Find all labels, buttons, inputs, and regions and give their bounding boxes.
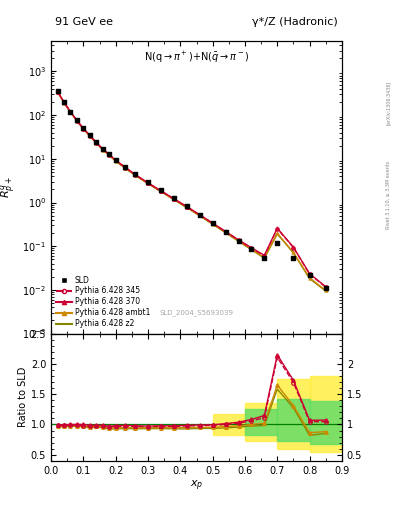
- Bar: [213, 414, 245, 435]
- Point: [323, 284, 329, 292]
- Point: [184, 202, 190, 210]
- Text: γ*/Z (Hadronic): γ*/Z (Hadronic): [252, 16, 338, 27]
- Text: 91 GeV ee: 91 GeV ee: [55, 16, 113, 27]
- Point: [54, 88, 61, 96]
- Point: [290, 253, 297, 262]
- Point: [87, 131, 93, 139]
- Point: [93, 138, 99, 146]
- Point: [132, 170, 138, 178]
- Point: [80, 124, 86, 133]
- Point: [261, 254, 268, 262]
- Bar: [277, 379, 310, 449]
- Point: [171, 194, 177, 202]
- Text: [arXiv:1306.3436]: [arXiv:1306.3436]: [386, 80, 391, 124]
- Point: [235, 237, 242, 245]
- Bar: [310, 376, 342, 452]
- Bar: [245, 409, 277, 435]
- Point: [67, 108, 73, 116]
- X-axis label: $x_p$: $x_p$: [190, 478, 203, 493]
- Point: [248, 245, 255, 253]
- Point: [196, 210, 203, 219]
- Point: [100, 145, 106, 153]
- Point: [209, 219, 216, 227]
- Text: SLD_2004_S5693039: SLD_2004_S5693039: [160, 309, 233, 316]
- Point: [145, 178, 151, 186]
- Point: [122, 163, 129, 171]
- Text: Rivet 3.1.10, ≥ 3.3M events: Rivet 3.1.10, ≥ 3.3M events: [386, 160, 391, 229]
- Point: [307, 271, 313, 279]
- Point: [61, 98, 67, 106]
- Y-axis label: Ratio to SLD: Ratio to SLD: [18, 367, 28, 428]
- Bar: [310, 401, 342, 444]
- Point: [106, 150, 112, 158]
- Point: [112, 156, 119, 164]
- Point: [74, 116, 80, 124]
- Text: N(q$\rightarrow\pi^+$)+N($\bar{q}\rightarrow\pi^-$): N(q$\rightarrow\pi^+$)+N($\bar{q}\righta…: [144, 50, 249, 65]
- Bar: [245, 403, 277, 441]
- Point: [222, 228, 229, 236]
- Point: [158, 186, 164, 195]
- Legend: SLD, Pythia 6.428 345, Pythia 6.428 370, Pythia 6.428 ambt1, Pythia 6.428 z2: SLD, Pythia 6.428 345, Pythia 6.428 370,…: [55, 274, 152, 330]
- Y-axis label: $R^{q}_{p+}$: $R^{q}_{p+}$: [0, 176, 20, 198]
- Bar: [277, 399, 310, 441]
- Point: [274, 239, 281, 247]
